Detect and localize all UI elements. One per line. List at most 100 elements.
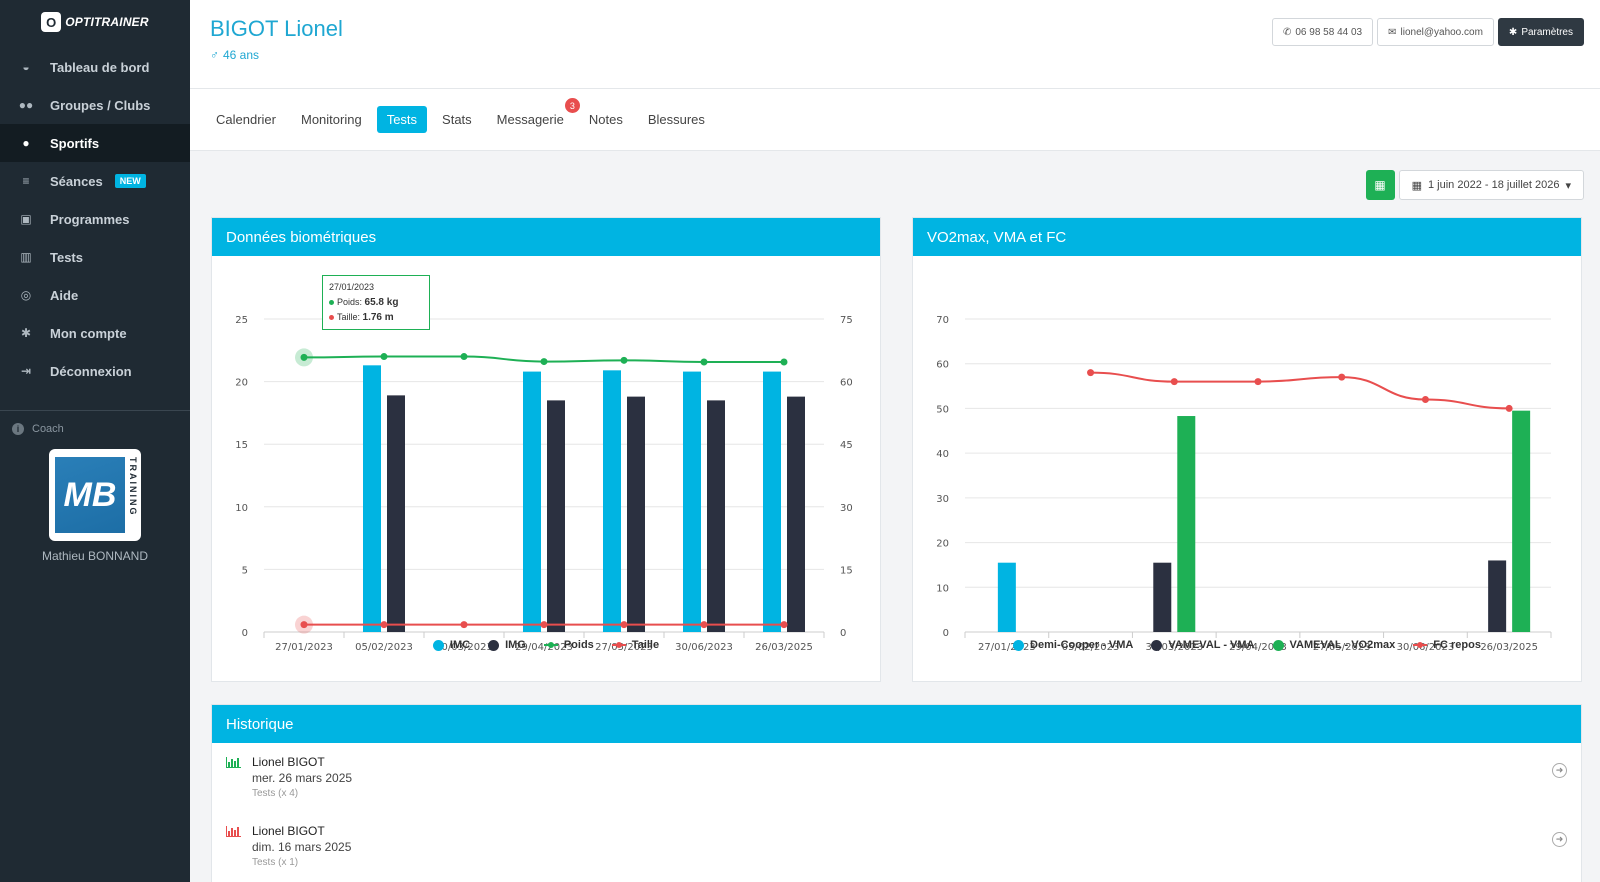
- point-fc-repos: [1254, 378, 1262, 386]
- legend-item-imc[interactable]: IMC: [432, 639, 471, 651]
- tab-monitoring[interactable]: Monitoring: [300, 112, 362, 127]
- bar-chart-icon: [226, 826, 241, 837]
- x-tick-label: 27/01/2023: [275, 642, 333, 653]
- tab-tests[interactable]: Tests: [376, 106, 428, 133]
- sidebar-item-tests[interactable]: ▥ Tests: [0, 238, 190, 276]
- sidebar-item-sportifs[interactable]: ● Sportifs: [0, 124, 190, 162]
- bar-demi-cooper-vma: [997, 562, 1016, 632]
- tabs-bar: Calendrier Monitoring Tests Stats Messag…: [190, 89, 1600, 151]
- y2-tick-label: 45: [840, 440, 853, 451]
- sidebar-item-tableau-de-bord[interactable]: ◒ Tableau de bord: [0, 48, 190, 86]
- legend-item-vameval-vo2max[interactable]: VAMEVAL - VO2max: [1272, 639, 1396, 651]
- point-poids: [380, 353, 388, 361]
- history-item[interactable]: Lionel BIGOT mer. 26 mars 2025 Tests (x …: [212, 743, 1581, 812]
- sidebar-item-seances[interactable]: ≡ Séances NEW: [0, 162, 190, 200]
- legend-marker: [1013, 639, 1025, 651]
- y2-tick-label: 0: [840, 628, 846, 639]
- legend-label: FC repos: [1433, 639, 1481, 651]
- legend-item-vameval-vma[interactable]: VAMEVAL - VMA: [1151, 639, 1255, 651]
- tab-notes[interactable]: Notes: [588, 112, 623, 127]
- email-button[interactable]: ✉ lionel@yahoo.com: [1377, 18, 1494, 46]
- bar-vameval-vma: [1488, 560, 1507, 632]
- main-content: BIGOT Lionel ♂ 46 ans ✆ 06 98 58 44 03 ✉…: [190, 0, 1600, 882]
- excel-export-button[interactable]: ▦: [1365, 170, 1395, 200]
- biometrics-legend: IMC IMG Poids Taille: [212, 639, 880, 651]
- file-excel-icon: ▦: [1374, 178, 1386, 192]
- settings-button[interactable]: ✱ Paramètres: [1497, 18, 1584, 46]
- bar-chart-icon: ▥: [20, 250, 32, 264]
- legend-label: IMC: [449, 639, 471, 651]
- phone-icon: ✆: [1282, 26, 1292, 38]
- biometrics-panel-title: Données biométriques: [212, 218, 880, 256]
- history-athlete-name: Lionel BIGOT: [252, 824, 325, 838]
- legend-marker: [432, 639, 444, 651]
- legend-item-poids[interactable]: Poids: [543, 639, 594, 651]
- y-tick-label: 10: [936, 583, 949, 594]
- x-tick-label: 30/03/2023: [435, 642, 493, 653]
- point-taille: [780, 621, 788, 629]
- brand[interactable]: O OPTITRAINER: [0, 0, 190, 44]
- athlete-name: BIGOT Lionel: [210, 16, 343, 41]
- sidebar-item-groupes-clubs[interactable]: ●● Groupes / Clubs: [0, 86, 190, 124]
- point-taille: [540, 621, 548, 629]
- tab-messagerie[interactable]: Messagerie 3: [487, 98, 580, 133]
- point-poids: [460, 353, 468, 361]
- sidebar-item-label: Sportifs: [50, 135, 100, 151]
- sidebar: O OPTITRAINER ◒ Tableau de bord ●● Group…: [0, 0, 190, 882]
- settings-label: Paramètres: [1521, 26, 1573, 38]
- chart-tooltip: 27/01/2023 Poids: 65.8 kg Taille: 1.76 m: [322, 275, 430, 330]
- x-tick-label: 27/05/2023: [1313, 642, 1371, 653]
- point-fc-repos: [1087, 369, 1095, 377]
- x-tick-label: 27/05/2023: [595, 642, 653, 653]
- sidebar-item-label: Déconnexion: [50, 363, 132, 379]
- athlete-header: BIGOT Lionel ♂ 46 ans ✆ 06 98 58 44 03 ✉…: [190, 0, 1600, 89]
- sidebar-item-mon-compte[interactable]: ✱ Mon compte: [0, 314, 190, 352]
- date-range-picker[interactable]: ▦ 1 juin 2022 - 18 juillet 2026 ▾: [1398, 170, 1584, 200]
- x-tick-label: 29/04/2023: [515, 642, 573, 653]
- sidebar-item-label: Aide: [50, 287, 79, 303]
- history-panel-title: Historique: [212, 705, 1581, 743]
- tab-blessures[interactable]: Blessures: [647, 112, 705, 127]
- legend-item-img[interactable]: IMG: [488, 639, 526, 651]
- brand-logo-icon: O: [41, 12, 62, 32]
- point-poids: [620, 356, 628, 364]
- bar-imc: [683, 371, 701, 632]
- sidebar-item-aide[interactable]: ◎ Aide: [0, 276, 190, 314]
- filter-row: ▦ ▦ 1 juin 2022 - 18 juillet 2026 ▾: [1365, 170, 1584, 200]
- sidebar-item-deconnexion[interactable]: ⇥ Déconnexion: [0, 352, 190, 390]
- bar-imc: [523, 371, 541, 632]
- point-poids: [540, 358, 548, 366]
- history-date: mer. 26 mars 2025: [252, 771, 353, 785]
- y-tick-label: 60: [936, 360, 949, 371]
- sidebar-item-label: Séances: [50, 173, 103, 189]
- phone-button[interactable]: ✆ 06 98 58 44 03: [1271, 18, 1374, 46]
- legend-item-fc-repos[interactable]: FC repos: [1413, 639, 1481, 651]
- point-taille: [700, 621, 708, 629]
- y-tick-label: 0: [242, 628, 248, 639]
- bar-imc: [763, 371, 781, 632]
- legend-label: VAMEVAL - VO2max: [1289, 639, 1396, 651]
- y-tick-label: 20: [936, 539, 949, 550]
- vo2-chart: 0 10 20 30 40 50 60 70 27/01/2023 05/02/2023 30/03…: [936, 315, 1552, 653]
- y-tick-label: 15: [235, 440, 248, 451]
- legend-item-demi-cooper-vma[interactable]: Demi-Cooper - VMA: [1013, 639, 1133, 651]
- caret-down-icon: ▾: [1565, 179, 1571, 192]
- tooltip-taille-label: Taille:: [337, 312, 361, 322]
- bar-img: [707, 400, 725, 632]
- male-icon: ♂: [210, 48, 219, 62]
- email-text: lionel@yahoo.com: [1400, 26, 1483, 38]
- legend-item-taille[interactable]: Taille: [611, 639, 659, 651]
- history-subtitle: Tests (x 1): [252, 857, 299, 868]
- history-item[interactable]: Lionel BIGOT dim. 16 mars 2025 Tests (x …: [212, 812, 1581, 881]
- bar-imc: [603, 370, 621, 632]
- history-athlete-name: Lionel BIGOT: [252, 755, 325, 769]
- unread-badge: 3: [564, 98, 580, 113]
- tab-calendrier[interactable]: Calendrier: [216, 112, 276, 127]
- tab-stats[interactable]: Stats: [442, 112, 472, 127]
- arrow-right-icon[interactable]: ➜: [1552, 763, 1567, 778]
- gear-icon: ✱: [20, 326, 32, 340]
- arrow-right-icon[interactable]: ➜: [1552, 832, 1567, 847]
- info-icon: i: [12, 423, 24, 435]
- coach-logo-mark: MB: [55, 457, 125, 533]
- sidebar-item-programmes[interactable]: ▣ Programmes: [0, 200, 190, 238]
